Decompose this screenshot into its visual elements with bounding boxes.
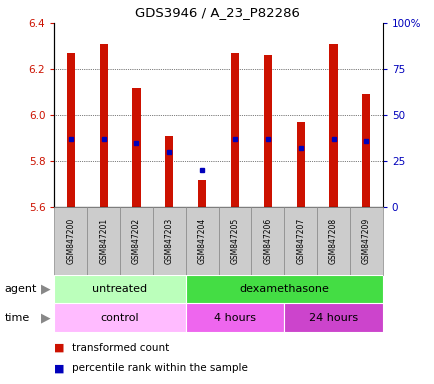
Bar <box>349 207 382 275</box>
Bar <box>362 94 370 207</box>
Bar <box>54 303 185 332</box>
Bar <box>132 88 140 207</box>
Bar <box>66 53 75 207</box>
Bar <box>185 275 382 303</box>
Bar <box>54 275 185 303</box>
Bar <box>153 207 185 275</box>
Text: percentile rank within the sample: percentile rank within the sample <box>72 363 247 374</box>
Text: GSM847207: GSM847207 <box>296 218 305 264</box>
Bar <box>329 44 337 207</box>
Text: time: time <box>4 313 30 323</box>
Bar <box>218 207 251 275</box>
Text: GSM847204: GSM847204 <box>197 218 206 264</box>
Text: 4 hours: 4 hours <box>214 313 256 323</box>
Text: control: control <box>101 313 139 323</box>
Bar <box>87 207 120 275</box>
Text: GSM847209: GSM847209 <box>361 218 370 264</box>
Text: 24 hours: 24 hours <box>308 313 357 323</box>
Bar <box>54 207 87 275</box>
Bar <box>263 55 271 207</box>
Bar <box>185 207 218 275</box>
Bar <box>185 303 284 332</box>
Text: ▶: ▶ <box>41 311 50 324</box>
Text: GSM847203: GSM847203 <box>164 218 174 264</box>
Bar <box>120 207 153 275</box>
Text: untreated: untreated <box>92 284 147 294</box>
Bar <box>316 207 349 275</box>
Bar <box>251 207 284 275</box>
Bar <box>165 136 173 207</box>
Text: transformed count: transformed count <box>72 343 169 353</box>
Text: dexamethasone: dexamethasone <box>239 284 329 294</box>
Text: agent: agent <box>4 284 36 294</box>
Bar <box>296 122 304 207</box>
Text: GSM847206: GSM847206 <box>263 218 272 264</box>
Text: GSM847201: GSM847201 <box>99 218 108 264</box>
Text: ■: ■ <box>54 343 65 353</box>
Bar <box>284 303 382 332</box>
Text: GSM847200: GSM847200 <box>66 218 75 264</box>
Text: GSM847205: GSM847205 <box>230 218 239 264</box>
Text: ■: ■ <box>54 363 65 374</box>
Text: GDS3946 / A_23_P82286: GDS3946 / A_23_P82286 <box>135 6 299 19</box>
Text: ▶: ▶ <box>41 283 50 295</box>
Bar <box>284 207 316 275</box>
Bar <box>197 180 206 207</box>
Text: GSM847208: GSM847208 <box>328 218 337 264</box>
Text: GSM847202: GSM847202 <box>132 218 141 264</box>
Bar <box>99 44 108 207</box>
Bar <box>230 53 239 207</box>
